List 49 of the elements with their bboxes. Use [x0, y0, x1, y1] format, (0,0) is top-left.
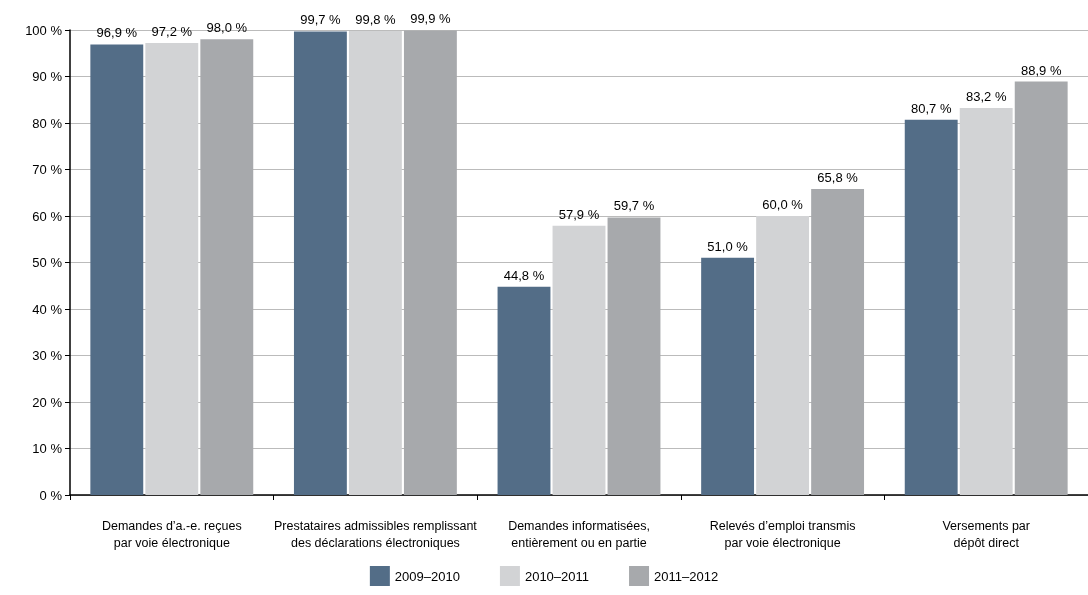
- data-label: 99,7 %: [300, 12, 342, 28]
- data-label: 80,7 %: [910, 100, 952, 116]
- bar: [959, 108, 1013, 495]
- bar: [756, 216, 810, 495]
- y-tick-label: 60 %: [32, 208, 63, 224]
- data-label: 51,0 %: [707, 238, 749, 254]
- legend-label: 2011–2012: [654, 568, 719, 584]
- y-tick-label: 30 %: [32, 348, 63, 363]
- y-tick-label: 20 %: [32, 394, 63, 410]
- data-label: 57,9 %: [558, 206, 600, 222]
- data-label: 59,7 %: [613, 198, 655, 214]
- bar: [145, 43, 199, 495]
- y-tick-label: 80 %: [32, 115, 63, 131]
- bar: [200, 39, 254, 495]
- x-tick-label: Versements par dépôt direct: [942, 518, 1030, 550]
- y-tick-label: 50 %: [32, 255, 63, 270]
- data-label: 44,8 %: [503, 267, 545, 283]
- data-label: 60,0 %: [762, 197, 804, 212]
- data-label: 88,9 %: [1020, 62, 1062, 78]
- y-tick-label: 100 %: [25, 22, 63, 38]
- legend-label: 2010–2011: [524, 568, 590, 584]
- bar: [552, 225, 606, 495]
- bar: [607, 217, 661, 495]
- data-label: 96,9 %: [96, 25, 138, 41]
- data-label: 97,2 %: [151, 24, 193, 40]
- x-tick-label: Prestataires admissibles remplissant des déclarations électroniques: [273, 518, 478, 550]
- x-tick-label: Relevés d’emploi transmis par voie électronique: [709, 518, 856, 550]
- legend-label: 2009–2010: [394, 568, 460, 584]
- x-tick-label: Demandes informatisées, entièrement ou en partie: [508, 518, 650, 550]
- y-tick-label: 10 %: [32, 441, 63, 456]
- y-tick-label: 40 %: [32, 301, 63, 317]
- bar: [348, 30, 402, 495]
- y-tick-label: 90 %: [32, 69, 63, 84]
- bar: [1014, 81, 1068, 495]
- bar: [811, 189, 865, 495]
- data-label: 98,0 %: [206, 20, 248, 36]
- data-label: 83,2 %: [965, 89, 1007, 105]
- bar: [497, 286, 551, 495]
- y-tick-label: 70 %: [32, 162, 63, 177]
- bar: [701, 257, 755, 495]
- y-tick-label: 0 %: [39, 487, 63, 503]
- bar: [904, 119, 958, 495]
- bar: [403, 30, 457, 495]
- x-tick-label: Demandes d’a.-e. reçues par voie électronique: [101, 518, 242, 550]
- bar: [90, 44, 144, 495]
- data-label: 99,8 %: [355, 11, 397, 27]
- data-label: 99,9 %: [410, 11, 452, 27]
- data-label: 65,8 %: [817, 170, 859, 186]
- bar: [293, 31, 347, 495]
